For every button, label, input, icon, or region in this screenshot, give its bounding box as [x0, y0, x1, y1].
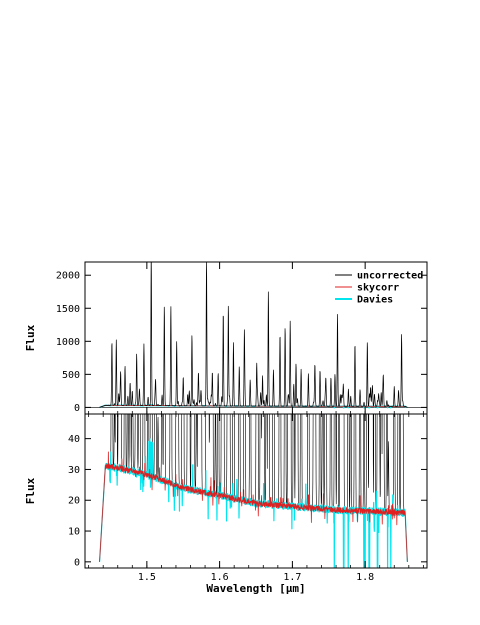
legend-label-Davies: Davies [357, 294, 393, 306]
bottom-ytick-label-0: 0 [74, 557, 80, 568]
bottom-series-skycorr-line [99, 451, 408, 562]
x-axis: 1.5 1.6 1.7 1.8 [88, 262, 424, 583]
bottom-ytick-label-4: 40 [68, 434, 80, 445]
top-ytick-label-3: 1500 [56, 304, 80, 315]
xtick-label-2: 1.7 [283, 572, 301, 583]
top-ytick-label-4: 2000 [56, 271, 80, 282]
legend-label-skycorr: skycorr [357, 283, 399, 294]
bottom-panel: 0 10 20 30 40 Flux [24, 413, 428, 569]
bottom-ytick-label-1: 10 [68, 527, 80, 538]
xtick-label-0: 1.5 [138, 572, 156, 583]
bottom-y-axis-label: Flux [24, 477, 37, 504]
bottom-ytick-label-2: 20 [68, 496, 80, 507]
top-ytick-label-1: 500 [62, 370, 80, 381]
top-ytick-label-0: 0 [74, 403, 80, 414]
bottom-series-davies-line [98, 438, 408, 568]
x-axis-label: Wavelength [μm] [206, 582, 305, 595]
bottom-ytick-label-3: 30 [68, 465, 80, 476]
bottom-panel-frame [84, 413, 428, 569]
top-y-axis-label: Flux [24, 324, 37, 351]
top-panel: 0 500 1000 1500 2000 Flux uncorrectedskycorr… [24, 261, 428, 415]
xtick-label-1: 1.6 [211, 572, 229, 583]
top-series-uncorrected-line [99, 262, 408, 408]
top-ytick-label-2: 1000 [56, 337, 80, 348]
xtick-label-3: 1.8 [356, 572, 374, 583]
legend-label-uncorrected: uncorrected [357, 271, 423, 282]
